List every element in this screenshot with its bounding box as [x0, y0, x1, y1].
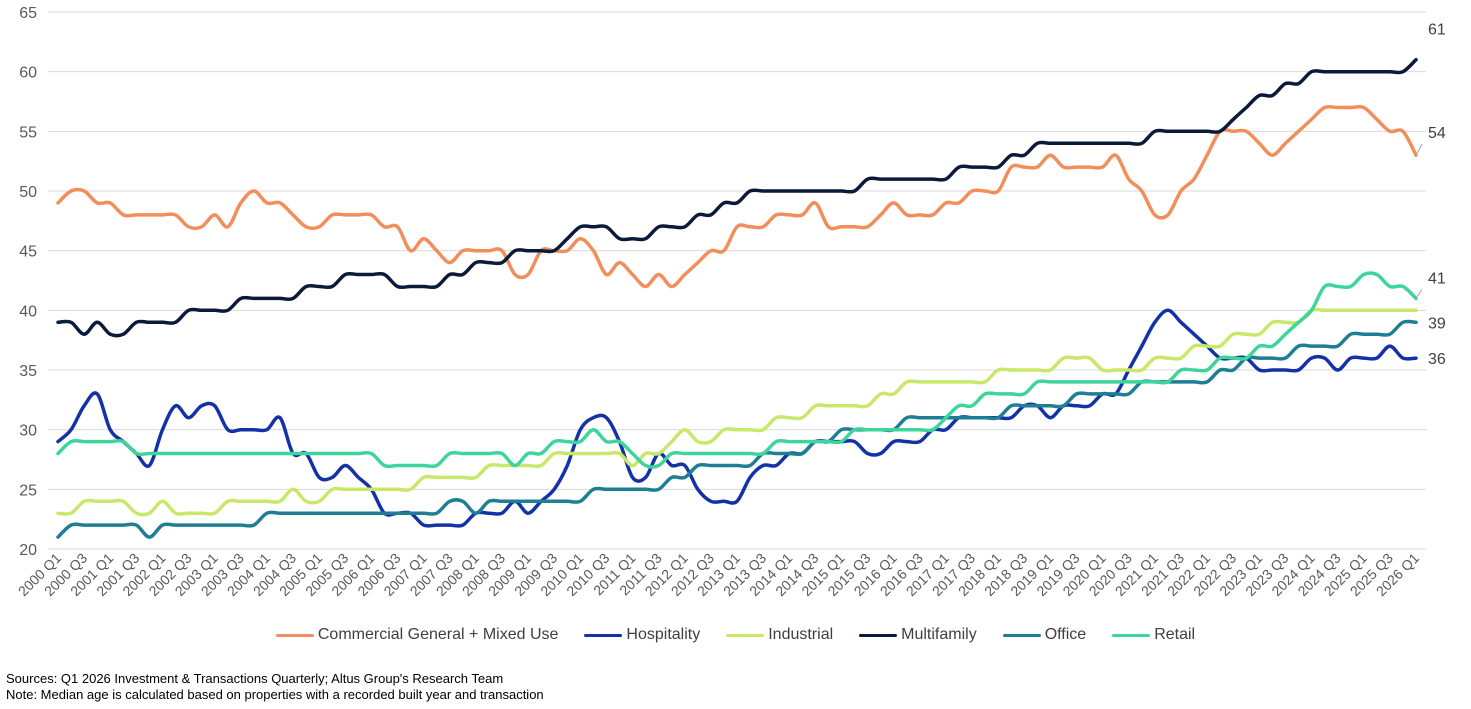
legend-item-multifamily: Multifamily — [859, 626, 977, 644]
legend-item-commercial: Commercial General + Mixed Use — [275, 626, 559, 644]
series-line-hospitality — [56, 308, 1418, 528]
series-line-multifamily — [56, 57, 1418, 338]
chart-legend: Commercial General + Mixed Use Hospitali… — [0, 626, 1471, 644]
y-tick-label: 50 — [19, 184, 37, 201]
y-tick-label: 35 — [19, 363, 37, 380]
legend-item-industrial: Industrial — [726, 626, 833, 644]
series-line-industrial — [56, 307, 1418, 517]
legend-swatch-multifamily — [859, 633, 898, 637]
sources-note: Sources: Q1 2026 Investment & Transactio… — [6, 671, 504, 686]
y-tick-label: 40 — [19, 303, 37, 320]
leader-line-commercial — [1415, 143, 1423, 156]
legend-label-industrial: Industrial — [768, 626, 834, 643]
legend-swatch-hospitality — [584, 633, 623, 637]
end-label-retail: 41 — [1428, 270, 1446, 287]
legend-label-retail: Retail — [1154, 626, 1196, 643]
y-tick-label: 60 — [19, 65, 37, 82]
y-tick-label: 25 — [19, 482, 37, 499]
series-line-retail — [56, 271, 1418, 469]
legend-item-retail: Retail — [1112, 626, 1195, 644]
legend-label-multifamily: Multifamily — [901, 626, 977, 643]
legend-swatch-commercial — [275, 633, 314, 637]
legend-swatch-industrial — [726, 633, 765, 637]
y-tick-label: 65 — [19, 5, 37, 22]
legend-label-office: Office — [1044, 626, 1087, 643]
legend-item-office: Office — [1002, 626, 1087, 644]
y-tick-label: 55 — [19, 124, 37, 141]
end-label-commercial: 54 — [1428, 125, 1446, 142]
series-line-office — [56, 319, 1418, 539]
legend-swatch-retail — [1112, 633, 1151, 637]
legend-item-hospitality: Hospitality — [584, 626, 700, 644]
y-tick-label: 30 — [19, 423, 37, 440]
legend-label-hospitality: Hospitality — [626, 626, 701, 643]
methodology-note: Note: Median age is calculated based on … — [6, 687, 544, 702]
y-tick-label: 45 — [19, 244, 37, 261]
series-line-commercial-general-mixed-use — [56, 104, 1418, 289]
y-tick-label: 20 — [19, 542, 37, 559]
legend-swatch-office — [1002, 633, 1041, 637]
end-label-office: 39 — [1428, 315, 1446, 332]
end-label-hospitality: 36 — [1428, 351, 1446, 368]
end-label-multifamily: 61 — [1428, 22, 1446, 39]
leader-line-retail — [1415, 289, 1423, 299]
legend-label-commercial: Commercial General + Mixed Use — [317, 626, 559, 643]
